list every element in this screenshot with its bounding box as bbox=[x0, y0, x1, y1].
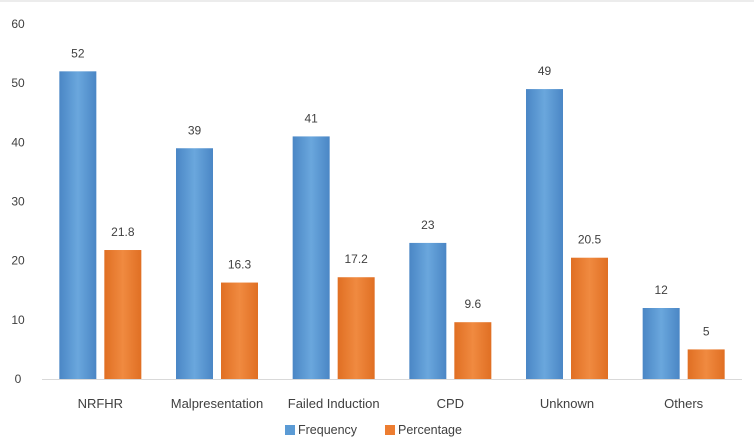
data-labels: 52 21.8 39 16.3 41 17.2 23 9.6 49 20.5 12 5 bbox=[71, 46, 710, 338]
data-label: 17.2 bbox=[344, 252, 368, 266]
data-label: 49 bbox=[538, 64, 552, 78]
legend-swatch-frequency bbox=[285, 425, 295, 435]
legend-label-frequency: Frequency bbox=[298, 423, 358, 437]
bar-percentage-malpresentation bbox=[221, 282, 258, 379]
bar-percentage-nrfhr bbox=[104, 250, 142, 379]
data-label: 52 bbox=[71, 46, 85, 60]
bar-frequency-malpresentation bbox=[176, 148, 213, 379]
bar-percentage-failed-induction bbox=[337, 277, 375, 379]
y-tick-label: 10 bbox=[11, 313, 25, 327]
x-category-label: CPD bbox=[437, 396, 464, 411]
x-category-label: NRFHR bbox=[78, 396, 124, 411]
y-tick-label: 0 bbox=[15, 372, 22, 386]
data-label: 21.8 bbox=[111, 225, 135, 239]
data-label: 23 bbox=[421, 218, 435, 232]
x-category-label: Failed Induction bbox=[288, 396, 380, 411]
bar-frequency-unknown bbox=[526, 89, 563, 379]
x-category-label: Unknown bbox=[540, 396, 594, 411]
bar-percentage-cpd bbox=[454, 322, 492, 379]
x-category-label: Malpresentation bbox=[171, 396, 264, 411]
bar-frequency-nrfhr bbox=[59, 71, 97, 379]
y-axis: 0 10 20 30 40 50 60 bbox=[11, 17, 25, 386]
y-tick-label: 40 bbox=[11, 135, 25, 149]
bar-percentage-others bbox=[687, 349, 725, 379]
y-tick-label: 60 bbox=[11, 17, 25, 31]
x-axis: NRFHR Malpresentation Failed Induction CPD U… bbox=[42, 379, 742, 411]
bar-frequency-cpd bbox=[409, 242, 447, 379]
x-category-label: Others bbox=[664, 396, 704, 411]
data-label: 12 bbox=[654, 283, 668, 297]
legend-label-percentage: Percentage bbox=[398, 423, 462, 437]
bars bbox=[59, 71, 725, 379]
y-tick-label: 20 bbox=[11, 254, 25, 268]
data-label: 20.5 bbox=[578, 233, 602, 247]
y-tick-label: 50 bbox=[11, 76, 25, 90]
data-label: 41 bbox=[304, 111, 318, 125]
data-label: 9.6 bbox=[464, 297, 481, 311]
data-label: 5 bbox=[703, 324, 710, 338]
data-label: 16.3 bbox=[228, 258, 252, 272]
y-tick-label: 30 bbox=[11, 195, 25, 209]
legend-swatch-percentage bbox=[385, 425, 395, 435]
bar-frequency-failed-induction bbox=[292, 136, 330, 379]
bar-frequency-others bbox=[642, 308, 680, 379]
legend: Frequency Percentage bbox=[285, 423, 462, 437]
bar-percentage-unknown bbox=[571, 257, 608, 379]
data-label: 39 bbox=[188, 123, 202, 137]
